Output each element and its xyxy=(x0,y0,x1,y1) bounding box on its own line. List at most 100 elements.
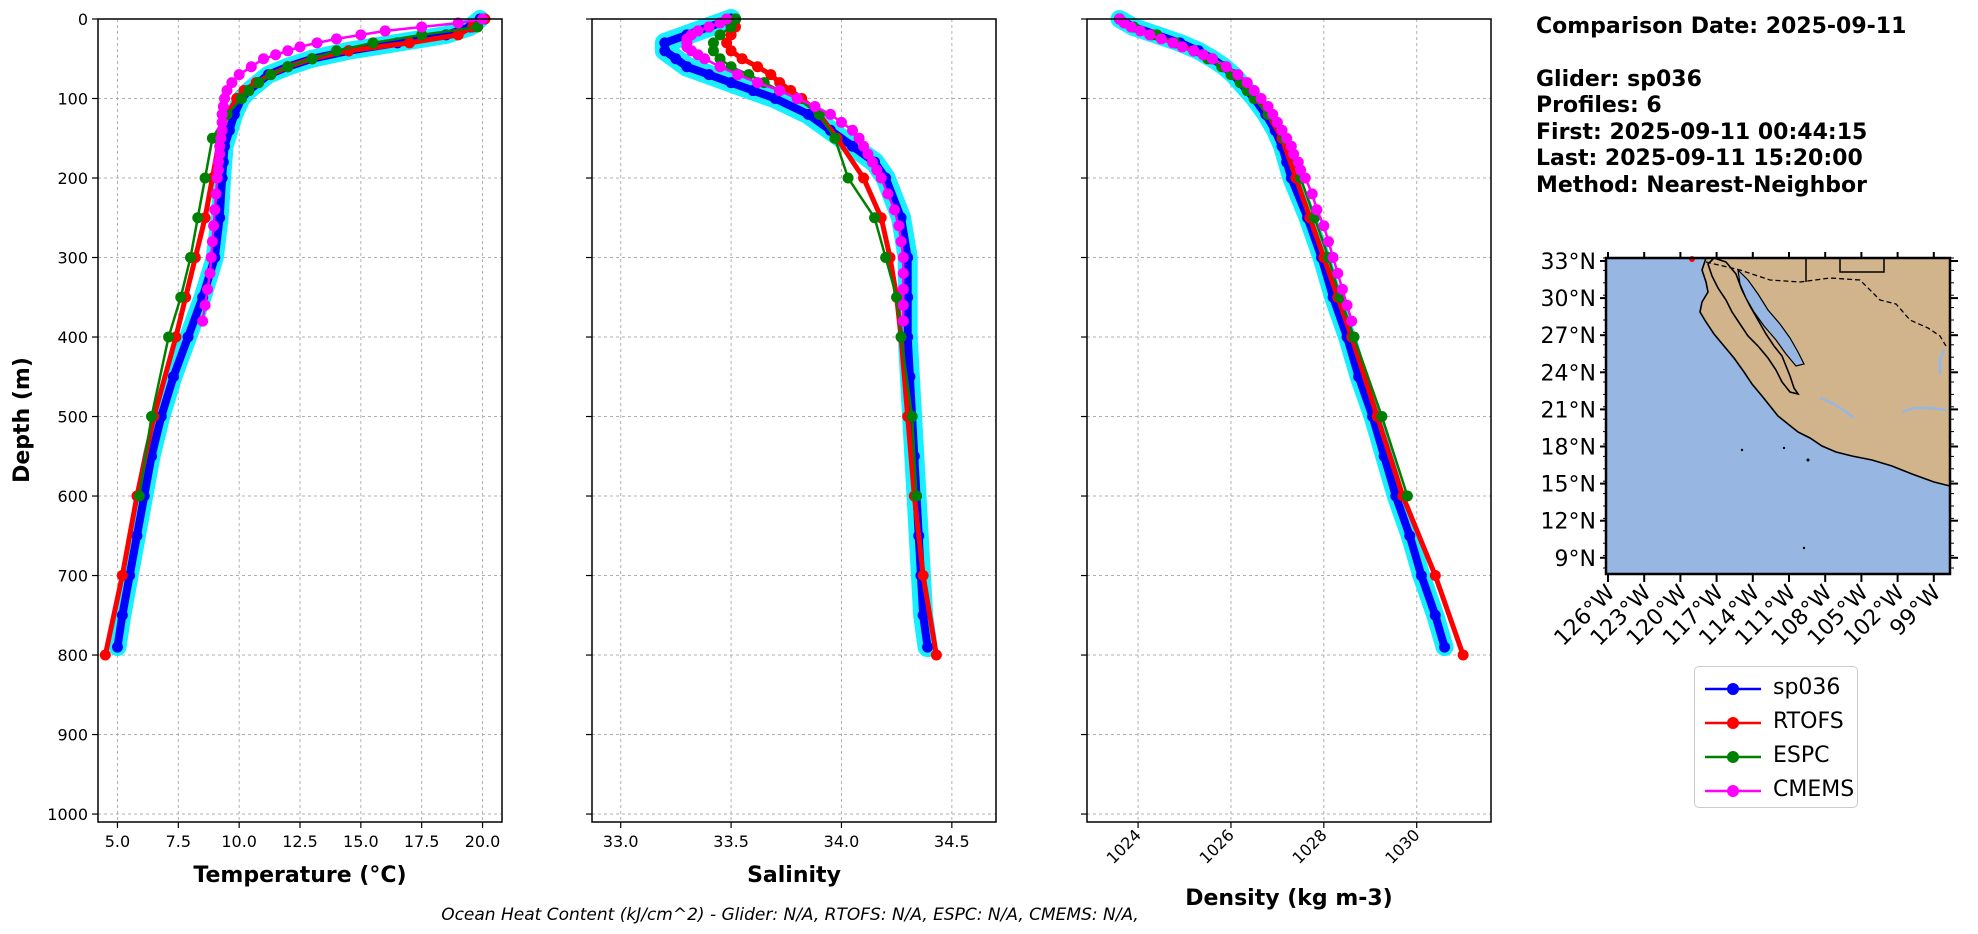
data-point xyxy=(847,140,859,152)
data-point xyxy=(732,69,744,81)
map-border-lines xyxy=(1705,261,1947,347)
axes-frame xyxy=(97,18,503,823)
y-tick-label: 100 xyxy=(57,90,88,109)
data-point xyxy=(714,61,726,73)
data-point xyxy=(1232,69,1244,81)
data-point xyxy=(847,124,859,136)
legend-item-espc: ESPC xyxy=(1703,741,1853,771)
data-point xyxy=(245,61,257,73)
y-tick-label: 800 xyxy=(57,646,88,665)
data-point xyxy=(233,69,245,81)
data-point xyxy=(880,252,892,264)
data-point xyxy=(282,61,294,73)
data-point xyxy=(197,315,209,327)
data-point xyxy=(212,156,224,168)
data-point xyxy=(714,53,726,65)
y-tick-label: 300 xyxy=(57,249,88,268)
data-point xyxy=(1255,93,1267,105)
panel-temperature: 0 100 200 300 400 500 600 700 800 900 1000 5.0 7.5 10… xyxy=(10,10,503,888)
series-line xyxy=(1118,17,1353,323)
data-point xyxy=(1134,25,1146,37)
data-point xyxy=(1415,570,1427,582)
data-point xyxy=(1155,33,1167,45)
legend-label: CMEMS xyxy=(1773,777,1855,802)
data-point xyxy=(146,450,158,462)
data-point xyxy=(379,25,391,37)
data-point xyxy=(111,641,123,653)
series-line xyxy=(102,16,488,658)
x-tick-label: 15.0 xyxy=(343,832,379,851)
data-point xyxy=(206,236,218,248)
y-tick-label: 700 xyxy=(57,567,88,586)
map-lat-label: 24°N xyxy=(1541,361,1596,386)
map-lat-label: 21°N xyxy=(1541,398,1596,423)
map-island xyxy=(1802,546,1806,550)
data-point xyxy=(367,37,379,49)
data-point xyxy=(1457,649,1469,661)
data-point xyxy=(842,172,854,184)
data-point xyxy=(167,371,179,383)
data-point xyxy=(882,188,894,200)
series-cmems xyxy=(1114,13,1358,327)
data-point xyxy=(257,53,269,65)
data-point xyxy=(659,37,671,49)
series-line xyxy=(1115,15,1449,652)
data-point xyxy=(226,77,238,89)
legend-label: ESPC xyxy=(1773,743,1830,768)
data-point xyxy=(891,291,903,303)
data-point xyxy=(659,45,671,57)
data-point xyxy=(311,37,323,49)
data-point xyxy=(452,17,464,29)
data-point xyxy=(1197,49,1209,61)
data-point xyxy=(1322,236,1334,248)
data-point xyxy=(725,45,737,57)
data-point xyxy=(204,267,216,279)
y-tick-label: 200 xyxy=(57,169,88,188)
x-tick-label: 10.0 xyxy=(221,832,257,851)
legend-item-sp036: sp036 xyxy=(1703,673,1853,703)
last-time: Last: 2025-09-11 15:20:00 xyxy=(1536,146,1863,171)
data-point xyxy=(199,299,211,311)
map-river xyxy=(1819,396,1947,419)
data-point xyxy=(875,172,887,184)
legend-label: RTOFS xyxy=(1773,709,1844,734)
data-point xyxy=(752,77,764,89)
x-axis-label: Salinity xyxy=(747,863,841,888)
x-axis-label: Temperature (°C) xyxy=(193,863,406,888)
map-lat-label: 30°N xyxy=(1541,287,1596,312)
map-frame xyxy=(1604,256,1952,576)
data-point xyxy=(714,29,726,41)
data-point xyxy=(707,45,719,57)
data-point xyxy=(199,172,211,184)
glider-name: Glider: sp036 xyxy=(1536,66,1702,92)
data-point xyxy=(835,116,847,128)
data-point xyxy=(1336,283,1348,295)
data-point xyxy=(703,69,715,81)
series-sp036 xyxy=(659,13,934,653)
data-point xyxy=(1327,252,1339,264)
data-point xyxy=(1401,490,1413,502)
data-point xyxy=(116,609,128,621)
data-point xyxy=(897,252,909,264)
glider-spread xyxy=(1110,10,1454,657)
map-island xyxy=(1740,448,1744,452)
data-point xyxy=(331,45,343,57)
data-point xyxy=(1125,21,1137,33)
panel-salinity: 33.0 33.5 34.0 34.5 Salinity xyxy=(586,9,997,888)
map-lat-label: 27°N xyxy=(1541,324,1596,349)
data-point xyxy=(1348,331,1360,343)
data-point xyxy=(99,649,111,661)
data-point xyxy=(306,53,318,65)
data-point xyxy=(930,649,942,661)
data-point xyxy=(208,220,220,232)
data-point xyxy=(791,93,803,105)
data-point xyxy=(774,77,786,89)
data-point xyxy=(1404,530,1416,542)
data-point xyxy=(895,236,907,248)
data-point xyxy=(917,609,929,621)
series-line xyxy=(201,17,484,323)
data-point xyxy=(1144,29,1156,41)
data-point xyxy=(869,212,881,224)
data-point xyxy=(131,530,143,542)
data-point xyxy=(897,315,909,327)
